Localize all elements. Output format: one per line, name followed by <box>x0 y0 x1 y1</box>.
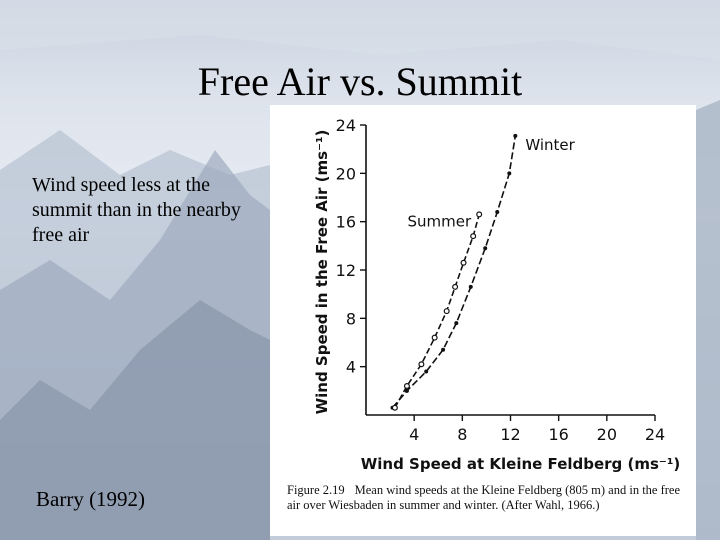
chart-series <box>390 133 518 411</box>
series-line-summer <box>394 214 480 409</box>
data-point-winter <box>454 321 459 326</box>
series-label-summer: Summer <box>408 212 472 230</box>
data-point-winter <box>483 246 488 251</box>
chart-ticks: 4 8 12 16 20 24 4 8 12 16 20 24 <box>336 116 666 444</box>
y-axis-label: Wind Speed in the Free Air (ms⁻¹) <box>313 130 331 415</box>
y-tick-label: 20 <box>336 164 356 183</box>
bullet-text: Wind speed less at the summit than in th… <box>32 174 241 246</box>
y-tick-label: 4 <box>346 358 356 377</box>
x-tick-label: 4 <box>409 425 419 444</box>
data-point-summer <box>443 308 450 315</box>
caption-text: Mean wind speeds at the Kleine Feldberg … <box>287 483 681 512</box>
x-tick-label: 20 <box>597 425 617 444</box>
data-point-summer <box>470 233 477 240</box>
figure-caption: Figure 2.19 Mean wind speeds at the Klein… <box>287 483 687 513</box>
data-point-winter <box>468 284 473 289</box>
data-point-winter <box>507 171 512 176</box>
data-point-winter <box>404 388 409 393</box>
citation: Barry (1992) <box>36 487 146 511</box>
data-point-winter <box>424 369 429 374</box>
data-point-winter <box>441 347 446 352</box>
x-axis-label: Wind Speed at Kleine Feldberg (ms⁻¹) <box>361 455 681 473</box>
y-tick-label: 12 <box>336 261 356 280</box>
slide-title: Free Air vs. Summit <box>197 59 523 104</box>
data-point-summer <box>391 404 398 411</box>
series-label-winter: Winter <box>525 136 575 154</box>
y-tick-label: 8 <box>346 309 356 328</box>
data-point-summer <box>460 259 467 266</box>
figure-number: Figure 2.19 <box>287 483 345 497</box>
wind-speed-chart: 4 8 12 16 20 24 4 8 12 16 20 24 Wind Speed at Klein… <box>313 116 680 473</box>
data-point-summer <box>403 383 410 390</box>
y-tick-label: 24 <box>336 116 356 135</box>
chart-labels: Wind Speed at Kleine Feldberg (ms⁻¹) Wind… <box>313 130 680 473</box>
series-line-winter <box>391 135 517 409</box>
data-point-summer <box>418 361 425 368</box>
x-tick-label: 8 <box>457 425 467 444</box>
data-point-summer <box>431 334 438 341</box>
y-tick-label: 16 <box>336 213 356 232</box>
data-point-winter <box>495 210 500 214</box>
figure-panel <box>270 105 696 536</box>
x-tick-label: 16 <box>548 425 568 444</box>
data-point-summer <box>452 283 459 290</box>
data-point-winter <box>513 133 518 138</box>
data-point-summer <box>476 211 483 218</box>
x-tick-label: 24 <box>645 425 665 444</box>
x-tick-label: 12 <box>500 425 520 444</box>
